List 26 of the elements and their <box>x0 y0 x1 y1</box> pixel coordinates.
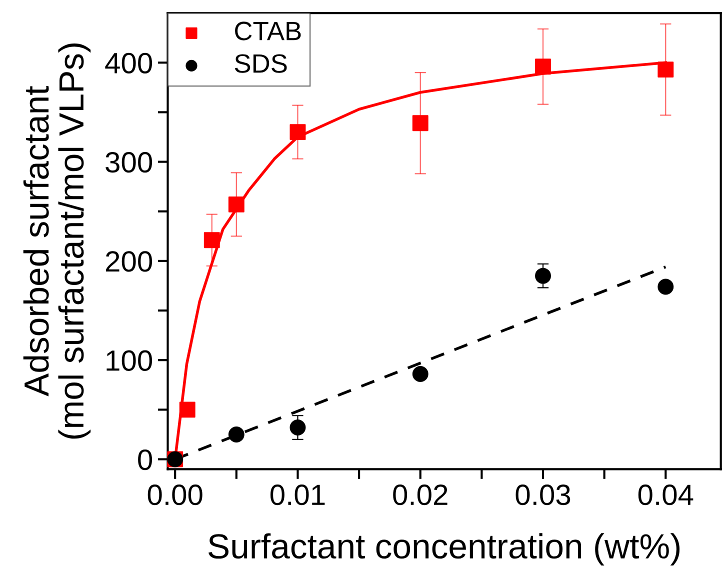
point <box>412 366 428 382</box>
y-axis-title: Adsorbed surfactant (mol surfactant/mol VLPs) <box>23 44 91 439</box>
point <box>535 268 551 284</box>
point <box>204 232 220 248</box>
x-tick-label: 0.01 <box>270 484 325 506</box>
x-tick-label: 0.04 <box>638 484 694 506</box>
point <box>535 58 551 75</box>
y-tick-label: 0 <box>138 449 152 470</box>
y-tick-label: 100 <box>106 350 152 371</box>
y-tick-label: 300 <box>106 152 152 173</box>
point <box>658 278 674 295</box>
x-tick-label: 0.02 <box>393 484 448 506</box>
text: 0.00 <box>148 484 202 506</box>
point <box>290 124 306 140</box>
x-tick-label: 0.03 <box>516 484 570 506</box>
point <box>290 420 306 436</box>
point <box>658 62 674 78</box>
point <box>179 402 196 418</box>
point <box>412 115 428 132</box>
x-axis-title: Surfactant concentration (wt%) <box>208 533 680 566</box>
point <box>228 196 244 212</box>
legend-label: SDS <box>234 54 287 73</box>
y-tick-label: 200 <box>106 251 152 272</box>
point <box>228 426 244 442</box>
y-tick-label: 400 <box>105 52 152 74</box>
legend-label: CTAB <box>235 22 301 40</box>
